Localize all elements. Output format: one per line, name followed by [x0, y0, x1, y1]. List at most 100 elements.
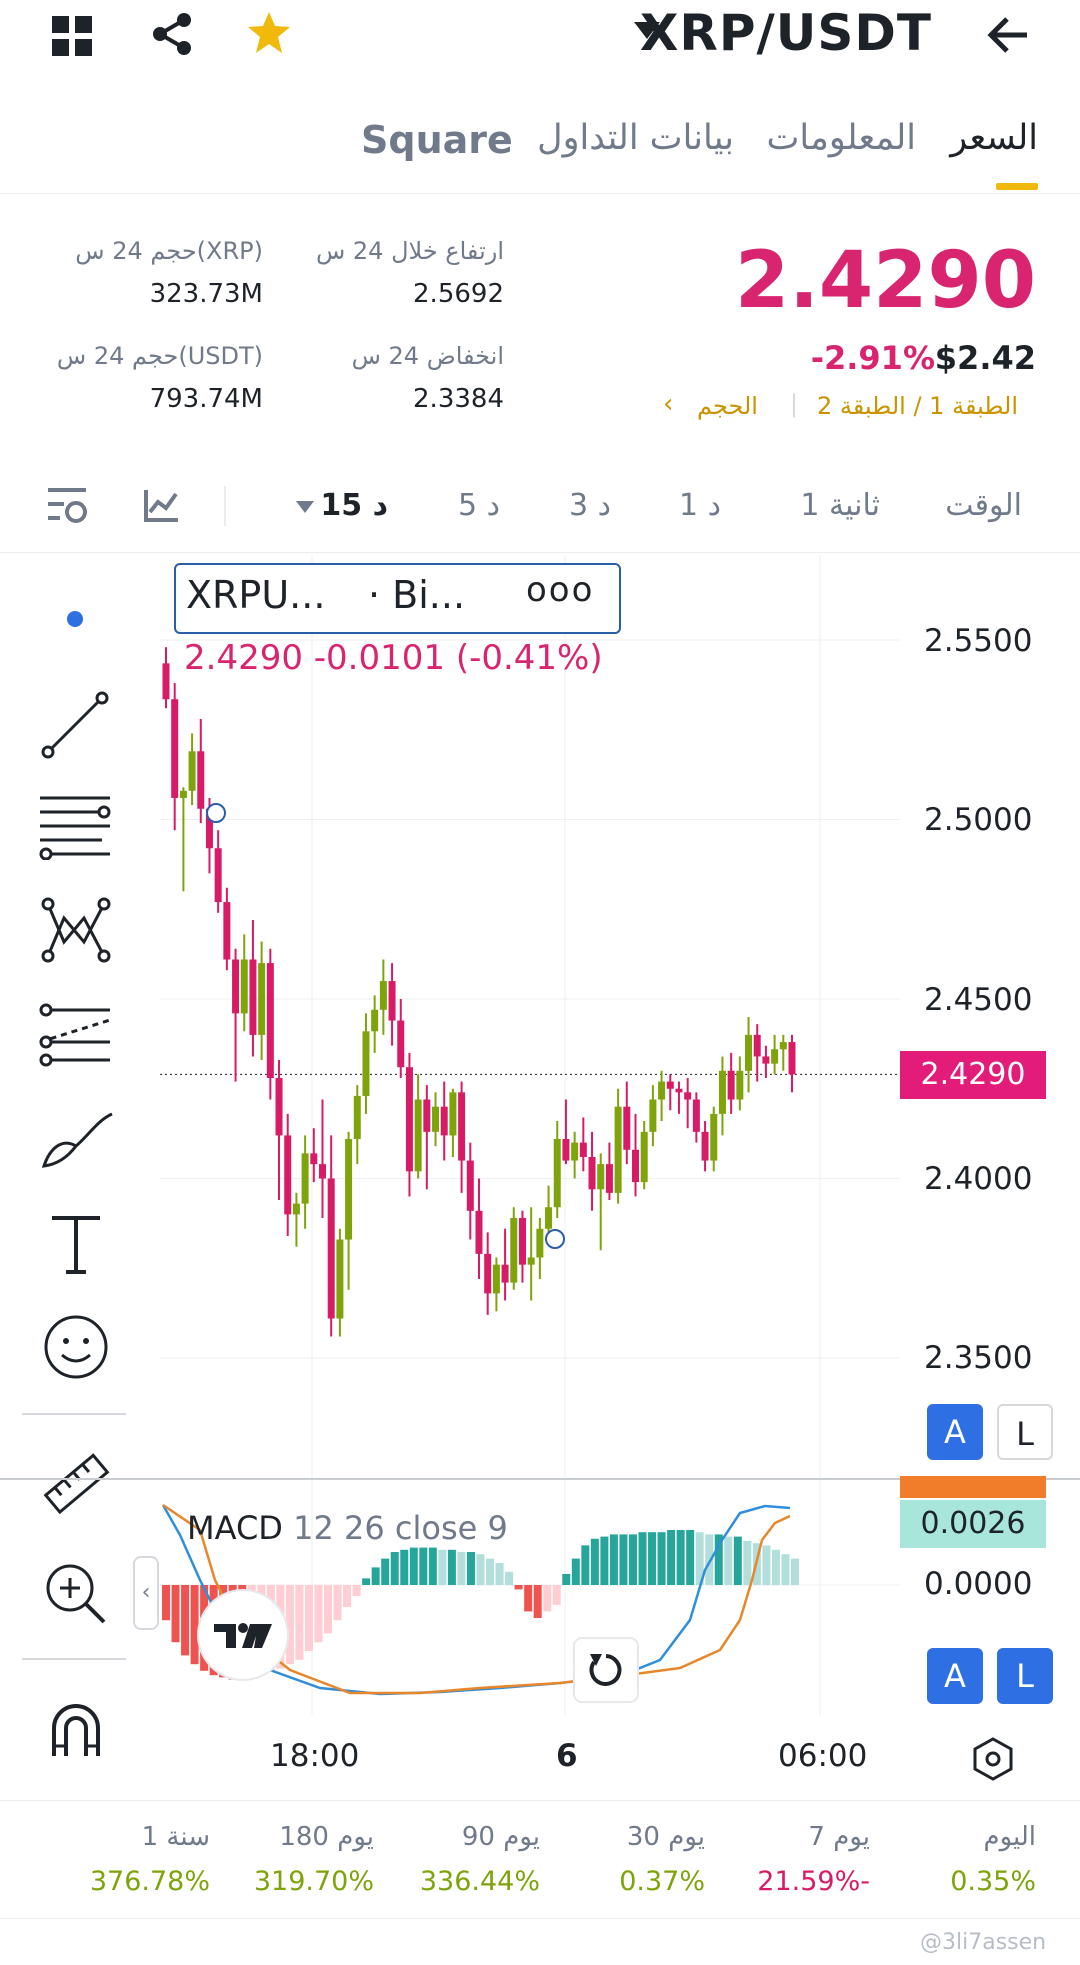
- interval-15m[interactable]: 15 د: [320, 488, 388, 523]
- candle: [284, 1135, 292, 1215]
- candle: [710, 1113, 718, 1161]
- macd-bar: [495, 1563, 504, 1585]
- macd-bar: [409, 1547, 418, 1585]
- perf-label-7d: 7 يوم: [808, 1822, 870, 1852]
- time-label[interactable]: الوقت: [945, 488, 1022, 523]
- candle: [771, 1049, 779, 1064]
- macd-bar: [705, 1534, 714, 1585]
- chart-settings-icon[interactable]: [46, 484, 90, 528]
- indicator-icon[interactable]: [142, 486, 182, 526]
- perf-label-180d: 180 يوم: [279, 1822, 374, 1852]
- candle: [692, 1099, 700, 1132]
- candle: [501, 1264, 509, 1283]
- candle: [405, 1067, 413, 1172]
- macd-bar: [381, 1558, 390, 1585]
- macd-bar: [343, 1585, 352, 1607]
- tab-square[interactable]: Square: [361, 118, 513, 162]
- back-arrow-icon[interactable]: [985, 12, 1031, 58]
- interval-dropdown-icon[interactable]: [296, 501, 314, 513]
- chevron-left-icon[interactable]: ‹: [663, 389, 674, 419]
- forecast-icon[interactable]: [38, 1002, 112, 1068]
- divider: [0, 552, 1080, 553]
- magnet-icon[interactable]: [48, 1700, 104, 1760]
- reset-chart-icon[interactable]: [572, 1636, 640, 1704]
- text-icon[interactable]: [48, 1212, 104, 1278]
- candle: [779, 1042, 787, 1050]
- ruler-icon[interactable]: [38, 1448, 112, 1522]
- candle: [162, 663, 170, 700]
- candle: [562, 1139, 570, 1161]
- macd-bar: [505, 1571, 514, 1585]
- tab-price[interactable]: السعر: [950, 118, 1038, 158]
- interval-5m[interactable]: 5 د: [458, 488, 500, 523]
- macd-bar: [762, 1545, 771, 1585]
- macd-bar: [638, 1532, 647, 1585]
- share-icon[interactable]: [148, 10, 196, 58]
- low-24h-label: انخفاض 24 س: [351, 342, 504, 370]
- macd-bar: [171, 1585, 180, 1643]
- candle: [397, 1020, 405, 1068]
- candle: [353, 1095, 361, 1140]
- star-icon[interactable]: [245, 9, 293, 57]
- pair-title[interactable]: XRP/USDT: [639, 4, 932, 62]
- grid-icon[interactable]: [50, 14, 94, 58]
- pattern-icon[interactable]: [40, 896, 112, 964]
- macd-bar: [667, 1530, 676, 1585]
- macd-auto-button[interactable]: A: [927, 1648, 983, 1704]
- candle: [466, 1160, 474, 1211]
- log-scale-button[interactable]: L: [997, 1404, 1053, 1460]
- interval-1m[interactable]: 1 د: [679, 488, 721, 523]
- perf-value-1y: 376.78%: [89, 1866, 210, 1897]
- tab-trading-data[interactable]: بيانات التداول: [537, 118, 734, 158]
- volume-tag[interactable]: الحجم: [697, 392, 758, 420]
- macd-bar: [714, 1534, 723, 1585]
- macd-bar: [514, 1585, 523, 1590]
- tab-info[interactable]: المعلومات: [766, 118, 916, 158]
- candle: [510, 1217, 518, 1283]
- macd-bar: [371, 1567, 380, 1585]
- macd-bar: [771, 1549, 780, 1585]
- settings-hexagon-icon[interactable]: [970, 1736, 1016, 1782]
- macd-bar: [362, 1578, 371, 1585]
- divider: [0, 1800, 1080, 1801]
- macd-bar: [648, 1532, 657, 1585]
- macd-bar: [181, 1585, 190, 1656]
- symbol-legend[interactable]: [174, 563, 621, 634]
- layers-tag[interactable]: الطبقة 1 / الطبقة 2: [817, 392, 1018, 420]
- emoji-icon[interactable]: [42, 1313, 110, 1381]
- high-24h-label: ارتفاع خلال 24 س: [315, 237, 504, 265]
- macd-bar: [619, 1534, 628, 1585]
- zoom-in-icon[interactable]: [42, 1560, 108, 1626]
- horizontal-lines-icon[interactable]: [38, 790, 112, 860]
- dropdown-triangle-icon[interactable]: [634, 22, 660, 39]
- perf-label-today: اليوم: [983, 1822, 1036, 1852]
- macd-log-button[interactable]: L: [997, 1648, 1053, 1704]
- macd-bar: [657, 1532, 666, 1585]
- candle: [492, 1264, 500, 1294]
- candle: [292, 1203, 300, 1215]
- legend-source: · Bi...: [368, 573, 466, 617]
- macd-bar: [571, 1558, 580, 1585]
- macd-bar: [428, 1547, 437, 1585]
- interval-1s[interactable]: 1 ثانية: [800, 488, 880, 523]
- collapse-toolbar-handle[interactable]: ‹: [133, 1556, 159, 1630]
- candle: [327, 1178, 335, 1319]
- more-icon[interactable]: ooo: [526, 570, 595, 610]
- tradingview-logo-icon[interactable]: [196, 1588, 290, 1682]
- macd-bar: [295, 1585, 304, 1660]
- candlestick-chart[interactable]: [160, 555, 900, 1735]
- candle: [666, 1081, 674, 1089]
- macd-bar: [743, 1541, 752, 1585]
- interval-3m[interactable]: 3 د: [569, 488, 611, 523]
- price-change-pct: -2.91%: [810, 339, 935, 377]
- watermark: @3li7assen: [920, 1930, 1047, 1955]
- candle: [658, 1081, 666, 1100]
- macd-bar: [628, 1534, 637, 1585]
- trend-line-icon[interactable]: [40, 690, 110, 760]
- auto-scale-button[interactable]: A: [927, 1404, 983, 1460]
- brush-icon[interactable]: [40, 1110, 114, 1174]
- candle: [423, 1099, 431, 1132]
- candle: [188, 751, 196, 791]
- candle: [640, 1131, 648, 1183]
- candle: [588, 1156, 596, 1190]
